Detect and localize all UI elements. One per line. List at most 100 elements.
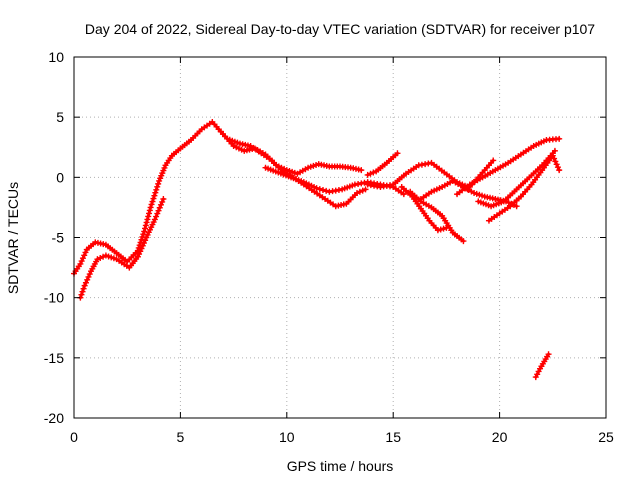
x-tick-label: 15 bbox=[385, 429, 401, 445]
data-point bbox=[554, 164, 561, 171]
data-point bbox=[145, 213, 152, 220]
data-point bbox=[370, 169, 377, 176]
data-point bbox=[85, 273, 92, 280]
data-point bbox=[142, 222, 149, 229]
data-point bbox=[146, 210, 153, 217]
data-point bbox=[319, 186, 326, 193]
data-point bbox=[367, 170, 374, 177]
data-point bbox=[82, 279, 89, 286]
data-point bbox=[356, 188, 363, 195]
data-point bbox=[460, 238, 467, 245]
series-track-1 bbox=[71, 118, 365, 277]
x-tick-label: 5 bbox=[177, 429, 185, 445]
data-point bbox=[81, 252, 88, 259]
data-point bbox=[144, 216, 151, 223]
series-track-6 bbox=[364, 159, 471, 190]
y-tick-label: -15 bbox=[44, 350, 64, 366]
data-point bbox=[437, 226, 444, 233]
data-point bbox=[552, 158, 559, 165]
grid-layer bbox=[74, 57, 606, 418]
data-point bbox=[323, 187, 330, 194]
data-point bbox=[79, 255, 86, 262]
data-point bbox=[154, 183, 161, 190]
data-point bbox=[97, 254, 104, 261]
x-tick-label: 10 bbox=[279, 429, 295, 445]
data-point bbox=[364, 171, 371, 178]
x-tick-label: 25 bbox=[598, 429, 614, 445]
series-track-7 bbox=[398, 183, 450, 234]
data-point bbox=[400, 191, 407, 198]
series-layer bbox=[71, 118, 563, 381]
data-point bbox=[316, 186, 323, 193]
data-point bbox=[153, 186, 160, 193]
data-point bbox=[159, 198, 166, 205]
data-point bbox=[136, 251, 143, 258]
data-point bbox=[155, 180, 162, 187]
data-point bbox=[434, 227, 441, 234]
series-track-5 bbox=[364, 150, 401, 178]
series-track-4 bbox=[262, 164, 407, 198]
data-point bbox=[142, 225, 149, 232]
data-point bbox=[140, 240, 147, 247]
data-point bbox=[86, 271, 93, 278]
data-point bbox=[142, 237, 149, 244]
y-tick-label: -10 bbox=[44, 290, 64, 306]
data-point bbox=[155, 207, 162, 214]
data-point bbox=[157, 201, 164, 208]
data-point bbox=[146, 207, 153, 214]
data-point bbox=[80, 285, 87, 292]
series-track-14 bbox=[532, 351, 552, 381]
series-track-12 bbox=[464, 157, 497, 193]
data-point bbox=[137, 248, 144, 255]
data-point bbox=[79, 288, 86, 295]
data-point bbox=[513, 203, 520, 210]
data-point bbox=[545, 351, 552, 358]
data-point bbox=[147, 204, 154, 211]
data-point bbox=[141, 228, 148, 235]
data-point bbox=[152, 189, 159, 196]
data-point bbox=[551, 155, 558, 162]
data-point bbox=[553, 161, 560, 168]
data-point bbox=[82, 249, 89, 256]
series-track-9 bbox=[417, 177, 520, 210]
data-point bbox=[148, 201, 155, 208]
series-track-11 bbox=[475, 147, 558, 210]
data-point bbox=[100, 253, 107, 260]
data-point bbox=[556, 135, 563, 142]
y-tick-label: 0 bbox=[56, 169, 64, 185]
data-point bbox=[143, 219, 150, 226]
data-point bbox=[358, 167, 365, 174]
data-point bbox=[359, 187, 366, 194]
data-point bbox=[156, 204, 163, 211]
y-axis-label: SDTVAR / TECUs bbox=[5, 182, 21, 294]
axes-layer: 0 5 10 15 20 25 -20 -15 -10 -5 0 5 10 bbox=[44, 49, 614, 445]
data-point bbox=[549, 152, 556, 159]
data-point bbox=[139, 242, 146, 249]
y-tick-label: -20 bbox=[44, 410, 64, 426]
data-point bbox=[150, 195, 157, 202]
data-point bbox=[134, 253, 141, 260]
data-point bbox=[94, 256, 101, 263]
y-tick-label: -5 bbox=[52, 230, 65, 246]
data-point bbox=[154, 210, 161, 217]
data-point bbox=[160, 195, 167, 202]
data-point bbox=[556, 167, 563, 174]
y-tick-label: 10 bbox=[48, 49, 64, 65]
data-point bbox=[149, 198, 156, 205]
chart-title: Day 204 of 2022, Sidereal Day-to-day VTE… bbox=[85, 21, 595, 37]
data-point bbox=[394, 150, 401, 157]
data-point bbox=[151, 216, 158, 223]
data-point bbox=[440, 225, 447, 232]
data-point bbox=[81, 282, 88, 289]
data-point bbox=[490, 157, 497, 164]
data-point bbox=[138, 245, 145, 252]
data-point bbox=[77, 260, 84, 267]
data-point bbox=[78, 258, 85, 265]
y-tick-label: 5 bbox=[56, 109, 64, 125]
data-point bbox=[354, 189, 361, 196]
data-point bbox=[78, 291, 85, 298]
x-tick-label: 0 bbox=[70, 429, 78, 445]
series-track-8 bbox=[407, 188, 467, 245]
data-point bbox=[551, 147, 558, 154]
